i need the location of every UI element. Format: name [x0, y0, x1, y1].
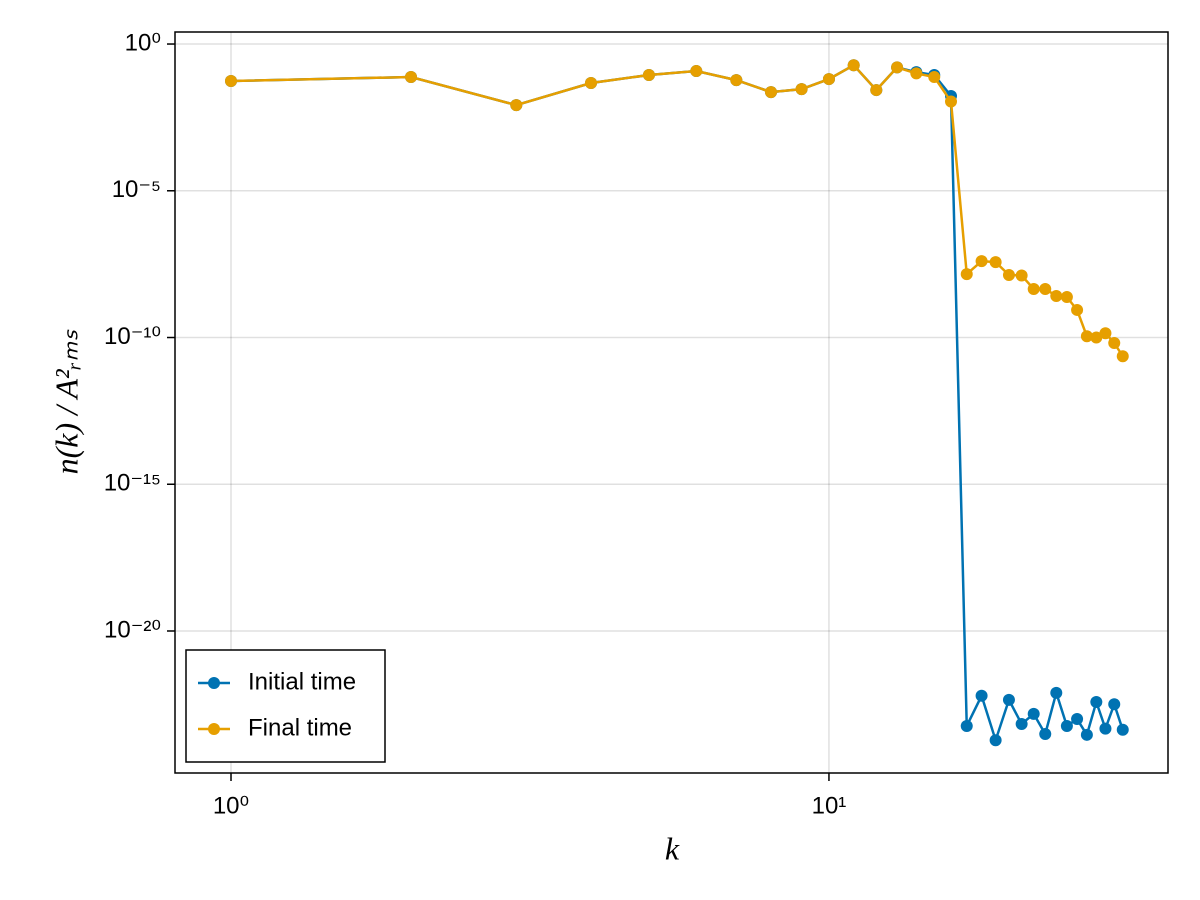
data-point — [1071, 713, 1084, 726]
data-point — [1099, 722, 1112, 735]
data-point — [960, 268, 973, 281]
data-point — [1099, 327, 1112, 340]
y-axis-label: n(k) / A²ᵣₘₛ — [48, 329, 84, 475]
legend-marker — [208, 723, 220, 735]
data-point — [1108, 337, 1121, 350]
legend-marker — [208, 677, 220, 689]
data-point — [1080, 330, 1093, 343]
data-point — [1002, 693, 1015, 706]
data-point — [690, 65, 703, 78]
y-tick-label: 10⁰ — [125, 29, 161, 56]
legend: Initial time Final time — [185, 649, 386, 763]
data-point — [1090, 331, 1103, 344]
data-point — [1060, 719, 1073, 732]
data-point — [1002, 268, 1015, 281]
data-point — [730, 74, 743, 87]
data-point — [225, 74, 238, 87]
data-point — [960, 719, 973, 732]
data-point — [847, 59, 860, 72]
data-point — [1027, 282, 1040, 295]
y-tick-label: 10⁻²⁰ — [104, 616, 161, 643]
data-point — [870, 84, 883, 97]
data-point — [510, 99, 523, 112]
legend-box — [185, 649, 386, 763]
plot-frame — [174, 31, 1169, 774]
legend-label: Final time — [248, 714, 352, 741]
data-point — [1015, 269, 1028, 282]
data-point — [642, 69, 655, 82]
data-point — [1116, 350, 1129, 363]
data-point — [1027, 707, 1040, 720]
y-tick-label: 10⁻⁵ — [112, 176, 161, 203]
data-point — [989, 256, 1002, 269]
data-point — [1090, 696, 1103, 709]
data-point — [1050, 289, 1063, 302]
data-point — [1080, 728, 1093, 741]
data-point — [795, 83, 808, 96]
x-tick-label: 10⁰ — [213, 792, 249, 819]
data-point — [1039, 282, 1052, 295]
data-point — [1071, 303, 1084, 316]
data-point — [975, 255, 988, 268]
data-point — [945, 95, 958, 108]
data-point — [989, 734, 1002, 747]
data-point — [822, 73, 835, 86]
y-tick-label: 10⁻¹⁰ — [104, 323, 161, 350]
x-tick-label: 10¹ — [812, 792, 847, 819]
data-point — [1050, 686, 1063, 699]
data-point — [975, 689, 988, 702]
legend-label: Initial time — [248, 668, 356, 695]
data-point — [891, 61, 904, 74]
data-point — [585, 77, 598, 90]
data-point — [1039, 727, 1052, 740]
data-point — [765, 86, 778, 99]
data-point — [1108, 698, 1121, 711]
data-point — [928, 71, 941, 84]
data-point — [1116, 723, 1129, 736]
data-point — [1015, 717, 1028, 730]
x-axis-label: k — [665, 830, 680, 866]
data-point — [405, 71, 418, 84]
data-point — [910, 67, 923, 80]
data-point — [1060, 291, 1073, 304]
y-tick-label: 10⁻¹⁵ — [104, 470, 161, 497]
